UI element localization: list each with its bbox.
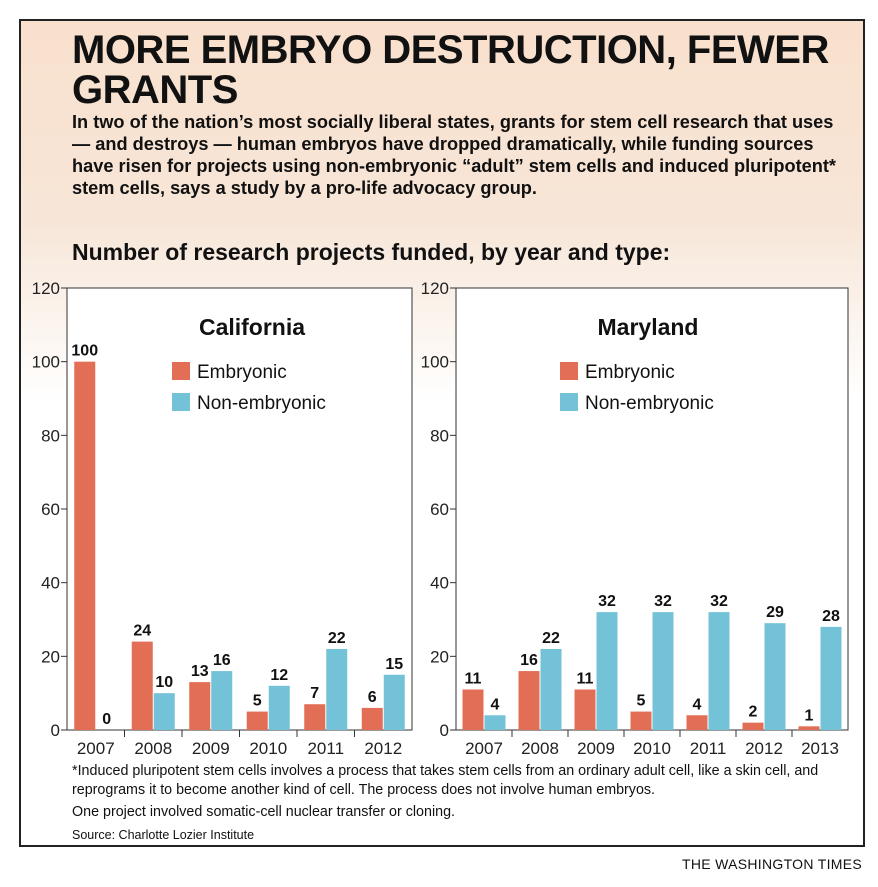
data-label: 5 (253, 693, 262, 710)
data-label: 11 (577, 670, 594, 687)
x-tick-label: 2007 (465, 739, 503, 758)
legend-label: Embryonic (197, 362, 287, 383)
y-tick-label: 120 (421, 279, 449, 298)
plot-area (455, 287, 849, 731)
y-tick-label: 80 (430, 426, 449, 445)
bar-embryonic (798, 726, 820, 730)
legend-label: Non-embryonic (197, 393, 326, 414)
panel-title: Maryland (598, 314, 699, 340)
data-label: 11 (465, 670, 482, 687)
plot-area (66, 287, 413, 731)
bar-non-embryonic (326, 648, 348, 730)
bar-non-embryonic (153, 693, 175, 730)
publisher-credit: THE WASHINGTON TIMES (682, 856, 862, 872)
bar-embryonic (574, 689, 596, 730)
bar-embryonic (246, 711, 268, 730)
x-tick-label: 2007 (77, 739, 115, 758)
data-label: 32 (598, 593, 616, 610)
y-tick-label: 120 (32, 279, 60, 298)
data-label: 2 (749, 704, 758, 721)
data-label: 7 (310, 685, 319, 702)
data-label: 22 (542, 630, 560, 647)
data-label: 6 (368, 689, 377, 706)
cloning-note: One project involved somatic-cell nuclea… (72, 804, 456, 820)
x-tick-label: 2008 (134, 739, 172, 758)
y-tick-label: 0 (440, 721, 449, 740)
legend-swatch (560, 393, 578, 411)
data-label: 16 (213, 652, 231, 669)
y-tick-label: 100 (421, 353, 449, 372)
y-tick-label: 60 (430, 500, 449, 519)
data-label: 22 (328, 630, 346, 647)
data-label: 10 (155, 674, 173, 691)
panel-title: California (199, 314, 305, 340)
bar-embryonic (518, 671, 540, 730)
data-label: 24 (133, 623, 151, 640)
data-label: 5 (637, 693, 646, 710)
source-note: Source: Charlotte Lozier Institute (72, 828, 255, 842)
data-label: 4 (491, 696, 500, 713)
footnote: *Induced pluripotent stem cells involves… (72, 763, 819, 798)
bar-embryonic (131, 641, 153, 730)
legend-swatch (172, 362, 190, 380)
x-tick-label: 2010 (249, 739, 287, 758)
data-label: 16 (520, 652, 538, 669)
legend-label: Non-embryonic (585, 393, 714, 414)
y-tick-label: 40 (41, 574, 60, 593)
bar-embryonic (361, 707, 383, 730)
y-tick-label: 0 (51, 721, 60, 740)
legend-swatch (560, 362, 578, 380)
data-label: 32 (710, 593, 728, 610)
data-label: 15 (385, 656, 403, 673)
data-label: 100 (71, 343, 98, 360)
bar-embryonic (74, 361, 96, 730)
page-title: MORE EMBRYO DESTRUCTION, FEWER GRANTS (72, 28, 829, 112)
data-label: 13 (191, 663, 209, 680)
y-tick-label: 40 (430, 574, 449, 593)
y-tick-label: 20 (430, 647, 449, 666)
x-tick-label: 2009 (192, 739, 230, 758)
bar-embryonic (189, 682, 211, 730)
bar-non-embryonic (540, 648, 562, 730)
y-tick-label: 80 (41, 426, 60, 445)
x-tick-label: 2011 (690, 739, 727, 758)
x-tick-label: 2008 (521, 739, 559, 758)
legend-swatch (172, 393, 190, 411)
data-label: 12 (270, 667, 288, 684)
x-tick-label: 2009 (577, 739, 615, 758)
y-tick-label: 100 (32, 353, 60, 372)
bar-non-embryonic (383, 674, 405, 730)
data-label: 28 (822, 608, 840, 625)
data-label: 32 (654, 593, 672, 610)
x-tick-label: 2010 (633, 739, 671, 758)
x-tick-label: 2013 (801, 739, 839, 758)
x-tick-label: 2012 (364, 739, 402, 758)
intro-text: In two of the nation’s most socially lib… (72, 112, 836, 198)
x-tick-label: 2011 (307, 739, 344, 758)
x-tick-label: 2012 (745, 739, 783, 758)
bar-embryonic (304, 704, 326, 730)
data-label: 4 (693, 696, 702, 713)
chart-subtitle: Number of research projects funded, by y… (72, 239, 671, 265)
bar-non-embryonic (708, 612, 730, 730)
data-label: 29 (766, 604, 784, 621)
bar-non-embryonic (484, 715, 506, 730)
legend-label: Embryonic (585, 362, 675, 383)
bar-non-embryonic (268, 685, 290, 730)
bar-non-embryonic (764, 623, 786, 730)
y-tick-label: 60 (41, 500, 60, 519)
bar-embryonic (742, 722, 764, 730)
y-tick-label: 20 (41, 647, 60, 666)
bar-embryonic (462, 689, 484, 730)
bar-embryonic (630, 711, 652, 730)
bar-non-embryonic (596, 612, 618, 730)
data-label: 0 (102, 711, 111, 728)
bar-non-embryonic (211, 671, 233, 730)
bar-non-embryonic (652, 612, 674, 730)
data-label: 1 (805, 707, 814, 724)
bar-embryonic (686, 715, 708, 730)
bar-non-embryonic (820, 626, 842, 730)
